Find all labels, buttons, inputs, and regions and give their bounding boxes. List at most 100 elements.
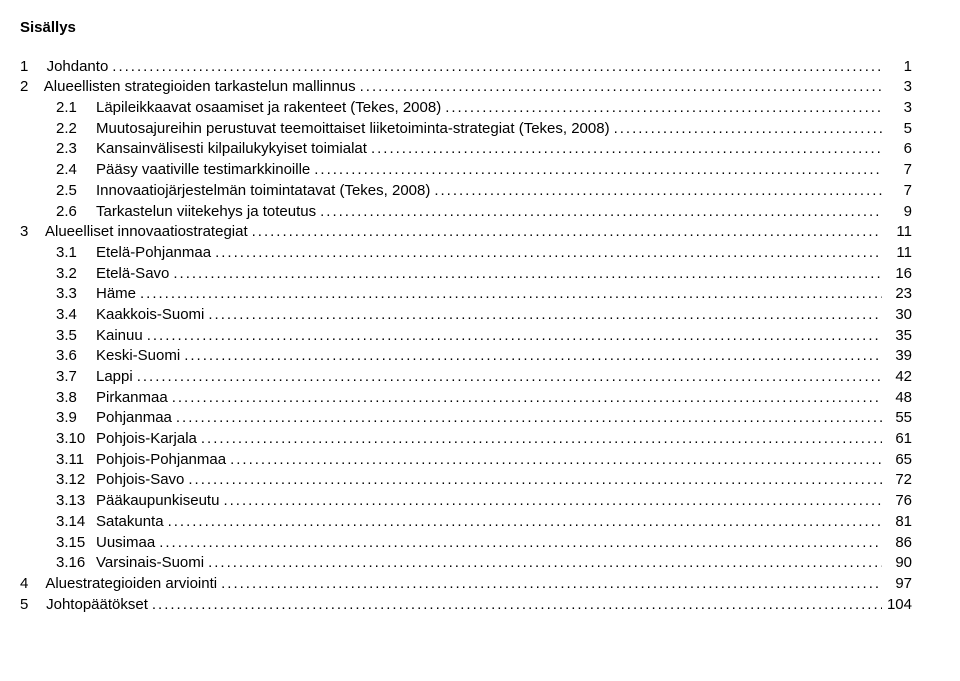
toc-entry: 3.10Pohjois-Karjala61 xyxy=(20,429,912,450)
toc-entry-number: 2.3 xyxy=(56,139,96,160)
toc-entry-dots xyxy=(136,284,882,305)
toc-entry-text: Kansainvälisesti kilpailukykyiset toimia… xyxy=(96,139,367,160)
toc-entry-dots xyxy=(155,533,882,554)
toc-entry-number: 3.8 xyxy=(56,388,96,409)
toc-entry-text: Alueellisten strategioiden tarkastelun m… xyxy=(44,77,356,98)
toc-entry-number: 2 xyxy=(20,77,38,98)
toc-entry-dots xyxy=(164,512,882,533)
toc-entry-dots xyxy=(226,450,882,471)
toc-entry-number: 3.2 xyxy=(56,264,96,285)
toc-entry-dots xyxy=(108,57,882,78)
toc-entry-page: 97 xyxy=(882,574,912,595)
toc-entry-dots xyxy=(367,139,882,160)
toc-entry-dots xyxy=(169,264,882,285)
toc-entry-text: Häme xyxy=(96,284,136,305)
toc-entry: 3.8Pirkanmaa48 xyxy=(20,388,912,409)
toc-entry: 3Alueelliset innovaatiostrategiat11 xyxy=(20,222,912,243)
toc-entry: 3.5Kainuu35 xyxy=(20,326,912,347)
toc-entry-dots xyxy=(356,77,882,98)
toc-entry: 3.1Etelä-Pohjanmaa11 xyxy=(20,243,912,264)
toc-entry-text: Keski-Suomi xyxy=(96,346,180,367)
toc-entry-text: Johtopäätökset xyxy=(46,595,148,616)
toc-entry-text: Pirkanmaa xyxy=(96,388,168,409)
toc-entry-page: 7 xyxy=(882,160,912,181)
toc-entry-dots xyxy=(133,367,882,388)
toc-entry-text: Varsinais-Suomi xyxy=(96,553,204,574)
toc-entry: 3.7Lappi 42 xyxy=(20,367,912,388)
toc-entry-page: 16 xyxy=(882,264,912,285)
toc-entry: 3.16Varsinais-Suomi90 xyxy=(20,553,912,574)
toc-entry-dots xyxy=(184,470,882,491)
toc-entry-text: Innovaatiojärjestelmän toimintatavat (Te… xyxy=(96,181,430,202)
toc-entry: 3.15Uusimaa86 xyxy=(20,533,912,554)
toc-entry-text: Johdanto xyxy=(47,57,109,78)
toc-entry-text: Etelä-Savo xyxy=(96,264,169,285)
toc-entry: 3.11Pohjois-Pohjanmaa65 xyxy=(20,450,912,471)
toc-entry-number: 3.7 xyxy=(56,367,96,388)
toc-entry-number: 3.15 xyxy=(56,533,96,554)
toc-entry: 3.2Etelä-Savo 16 xyxy=(20,264,912,285)
toc-entry-page: 81 xyxy=(882,512,912,533)
toc-entry-number: 2.2 xyxy=(56,119,96,140)
toc-entry-page: 23 xyxy=(882,284,912,305)
toc-entry-page: 30 xyxy=(882,305,912,326)
toc-entry-number: 3.4 xyxy=(56,305,96,326)
toc-entry-page: 42 xyxy=(882,367,912,388)
toc-entry-text: Uusimaa xyxy=(96,533,155,554)
toc-entry: 5Johtopäätökset104 xyxy=(20,595,912,616)
toc-entry-page: 11 xyxy=(882,243,912,264)
toc-entry: 2 Alueellisten strategioiden tarkastelun … xyxy=(20,77,912,98)
toc-entry-text: Kaakkois-Suomi xyxy=(96,305,204,326)
toc-entry-number: 3.10 xyxy=(56,429,96,450)
toc-entry: 2.4Pääsy vaativille testimarkkinoille7 xyxy=(20,160,912,181)
toc-entry-number: 3.12 xyxy=(56,470,96,491)
toc-entry-number: 2.6 xyxy=(56,202,96,223)
toc-entry: 4Aluestrategioiden arviointi97 xyxy=(20,574,912,595)
toc-entry: 2.2Muutosajureihin perustuvat teemoittai… xyxy=(20,119,912,140)
toc-entry-page: 9 xyxy=(882,202,912,223)
toc-entry-dots xyxy=(441,98,882,119)
toc-entry: 3.12Pohjois-Savo72 xyxy=(20,470,912,491)
toc-entry-number: 2.5 xyxy=(56,181,96,202)
toc-entry-page: 65 xyxy=(882,450,912,471)
toc-entry-page: 5 xyxy=(882,119,912,140)
toc-entry-dots xyxy=(248,222,882,243)
toc-entry-dots xyxy=(430,181,882,202)
toc-entry-number: 5 xyxy=(20,595,38,616)
toc-entry-page: 39 xyxy=(882,346,912,367)
toc-entry-text: Muutosajureihin perustuvat teemoittaiset… xyxy=(96,119,610,140)
toc-entry-text: Lappi xyxy=(96,367,133,388)
toc-entry: 2.6Tarkastelun viitekehys ja toteutus9 xyxy=(20,202,912,223)
toc-entry-dots xyxy=(180,346,882,367)
toc-entry: 3.9Pohjanmaa55 xyxy=(20,408,912,429)
toc-entry-page: 35 xyxy=(882,326,912,347)
toc-entry-number: 3.1 xyxy=(56,243,96,264)
toc-entry-page: 55 xyxy=(882,408,912,429)
toc-entry-page: 76 xyxy=(882,491,912,512)
toc-entry-number: 3 xyxy=(20,222,38,243)
toc-entry-text: Pohjois-Karjala xyxy=(96,429,197,450)
toc-entry-dots xyxy=(219,491,882,512)
toc-entry: 3.6Keski-Suomi39 xyxy=(20,346,912,367)
toc-entry-dots xyxy=(211,243,882,264)
toc-entry-text: Aluestrategioiden arviointi xyxy=(45,574,217,595)
toc-entry-text: Pohjois-Pohjanmaa xyxy=(96,450,226,471)
toc-page: Sisällys 1Johdanto12Alueellisten strateg… xyxy=(0,0,960,633)
toc-entry-page: 11 xyxy=(882,222,912,243)
toc-entry-number: 2.4 xyxy=(56,160,96,181)
toc-entry-dots xyxy=(148,595,882,616)
toc-entry-text: Pääkaupunkiseutu xyxy=(96,491,219,512)
toc-entry: 2.3Kansainvälisesti kilpailukykyiset toi… xyxy=(20,139,912,160)
toc-entry-page: 72 xyxy=(882,470,912,491)
toc-entry: 3.13Pääkaupunkiseutu76 xyxy=(20,491,912,512)
toc-entry-page: 1 xyxy=(882,57,912,78)
toc-entry: 2.1Läpileikkaavat osaamiset ja rakenteet… xyxy=(20,98,912,119)
toc-entry-page: 6 xyxy=(882,139,912,160)
toc-entry-dots xyxy=(610,119,882,140)
toc-entry-dots xyxy=(172,408,882,429)
toc-entry-dots xyxy=(316,202,882,223)
toc-entry: 3.4Kaakkois-Suomi 30 xyxy=(20,305,912,326)
toc-entry-page: 3 xyxy=(882,98,912,119)
toc-entry-dots xyxy=(197,429,882,450)
toc-entry-text: Läpileikkaavat osaamiset ja rakenteet (T… xyxy=(96,98,441,119)
